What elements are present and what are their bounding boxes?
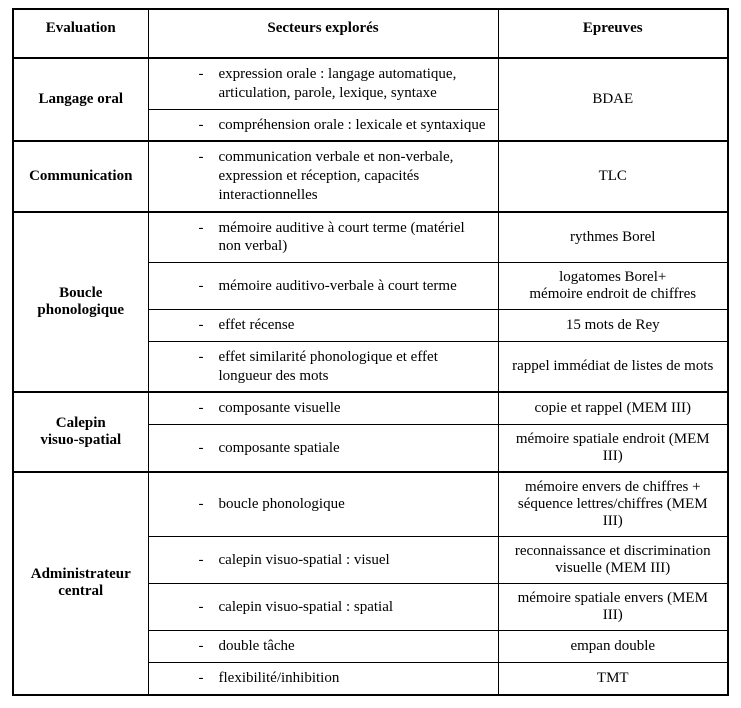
secteurs-cell: expression orale : langage automatique, …	[148, 58, 498, 109]
header-epreuves: Epreuves	[498, 9, 728, 58]
secteurs-item: effet récense	[199, 316, 490, 335]
header-secteurs: Secteurs explorés	[148, 9, 498, 58]
secteurs-list: compréhension orale : lexicale et syntax…	[157, 116, 490, 135]
secteurs-list: double tâche	[157, 637, 490, 656]
secteurs-cell: flexibilité/inhibition	[148, 662, 498, 694]
secteurs-item: flexibilité/inhibition	[199, 669, 490, 688]
table-row: Calepinvisuo-spatialcomposante visuellec…	[13, 392, 728, 424]
secteurs-cell: double tâche	[148, 631, 498, 663]
secteurs-list: boucle phonologique	[157, 495, 490, 514]
secteurs-list: calepin visuo-spatial : visuel	[157, 551, 490, 570]
secteurs-item: communication verbale et non-verbale, ex…	[199, 148, 490, 204]
secteurs-item: expression orale : langage automatique, …	[199, 65, 490, 103]
secteurs-cell: compréhension orale : lexicale et syntax…	[148, 109, 498, 141]
epreuves-cell: TMT	[498, 662, 728, 694]
evaluation-label: Langage oral	[13, 58, 148, 141]
secteurs-item: composante visuelle	[199, 399, 490, 418]
secteurs-list: expression orale : langage automatique, …	[157, 65, 490, 103]
secteurs-list: flexibilité/inhibition	[157, 669, 490, 688]
epreuves-cell: reconnaissance et discrimination visuell…	[498, 537, 728, 584]
table-row: Bouclephonologiquemémoire auditive à cou…	[13, 212, 728, 263]
secteurs-item: boucle phonologique	[199, 495, 490, 514]
evaluation-label: Communication	[13, 141, 148, 211]
table-row: Communication communication verbale et no…	[13, 141, 728, 211]
secteurs-item: double tâche	[199, 637, 490, 656]
epreuves-cell: logatomes Borel+mémoire endroit de chiff…	[498, 263, 728, 310]
secteurs-cell: composante spatiale	[148, 425, 498, 473]
epreuves-cell: 15 mots de Rey	[498, 310, 728, 342]
table-head: Evaluation Secteurs explorés Epreuves	[13, 9, 728, 58]
evaluation-label: Calepinvisuo-spatial	[13, 392, 148, 472]
secteurs-cell: effet similarité phonologique et effet l…	[148, 341, 498, 392]
secteurs-item: composante spatiale	[199, 439, 490, 458]
secteurs-item: calepin visuo-spatial : spatial	[199, 598, 490, 617]
secteurs-item: mémoire auditive à court terme (matériel…	[199, 219, 490, 257]
table-row: Langage oralexpression orale : langage a…	[13, 58, 728, 109]
secteurs-list: communication verbale et non-verbale, ex…	[157, 148, 490, 204]
secteurs-item: calepin visuo-spatial : visuel	[199, 551, 490, 570]
header-evaluation: Evaluation	[13, 9, 148, 58]
secteurs-list: mémoire auditive à court terme (matériel…	[157, 219, 490, 257]
secteurs-item: mémoire auditivo-verbale à court terme	[199, 277, 490, 296]
table-body: Langage oral expression orale : langage a…	[13, 58, 728, 695]
epreuves-cell: copie et rappel (MEM III)	[498, 392, 728, 424]
secteurs-cell: calepin visuo-spatial : visuel	[148, 537, 498, 584]
epreuves-cell: empan double	[498, 631, 728, 663]
epreuves-cell: TLC	[498, 141, 728, 211]
secteurs-item: effet similarité phonologique et effet l…	[199, 348, 490, 386]
secteurs-list: effet récense	[157, 316, 490, 335]
table-row: Administrateurcentralboucle phonologique…	[13, 472, 728, 537]
secteurs-item: compréhension orale : lexicale et syntax…	[199, 116, 490, 135]
epreuves-cell: BDAE	[498, 58, 728, 141]
secteurs-list: mémoire auditivo-verbale à court terme	[157, 277, 490, 296]
secteurs-cell: effet récense	[148, 310, 498, 342]
secteurs-list: calepin visuo-spatial : spatial	[157, 598, 490, 617]
epreuves-cell: mémoire spatiale envers (MEM III)	[498, 584, 728, 631]
secteurs-cell: composante visuelle	[148, 392, 498, 424]
secteurs-list: effet similarité phonologique et effet l…	[157, 348, 490, 386]
evaluation-table: Evaluation Secteurs explorés Epreuves La…	[12, 8, 729, 696]
secteurs-list: composante visuelle	[157, 399, 490, 418]
secteurs-list: composante spatiale	[157, 439, 490, 458]
secteurs-cell: boucle phonologique	[148, 472, 498, 537]
secteurs-cell: calepin visuo-spatial : spatial	[148, 584, 498, 631]
evaluation-label: Bouclephonologique	[13, 212, 148, 393]
epreuves-cell: mémoire spatiale endroit (MEM III)	[498, 425, 728, 473]
epreuves-cell: rythmes Borel	[498, 212, 728, 263]
evaluation-label: Administrateurcentral	[13, 472, 148, 695]
secteurs-cell: mémoire auditive à court terme (matériel…	[148, 212, 498, 263]
epreuves-cell: mémoire envers de chiffres + séquence le…	[498, 472, 728, 537]
secteurs-cell: communication verbale et non-verbale, ex…	[148, 141, 498, 211]
secteurs-cell: mémoire auditivo-verbale à court terme	[148, 263, 498, 310]
epreuves-cell: rappel immédiat de listes de mots	[498, 341, 728, 392]
page-root: Evaluation Secteurs explorés Epreuves La…	[0, 0, 741, 708]
